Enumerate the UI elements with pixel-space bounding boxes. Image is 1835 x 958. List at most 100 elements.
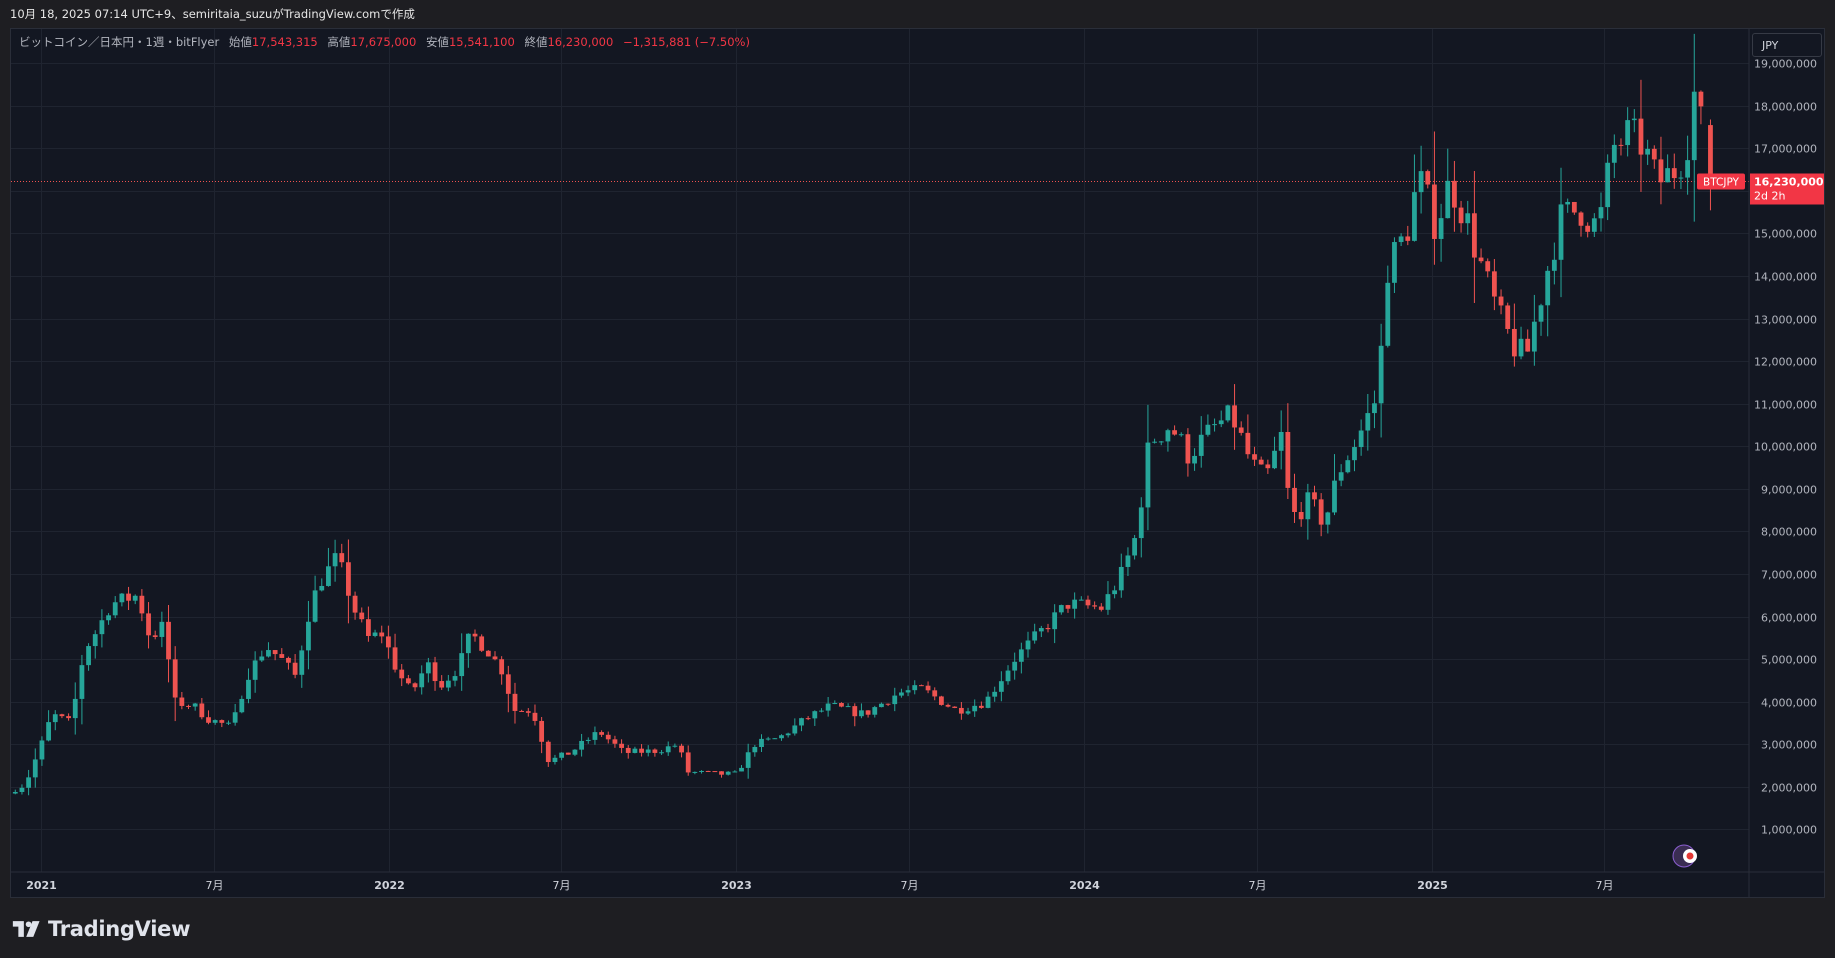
- candle-body: [246, 679, 251, 699]
- candle-body: [1385, 282, 1391, 346]
- candle-body: [352, 595, 358, 613]
- candle-body: [1625, 120, 1631, 146]
- candle-body: [279, 654, 285, 658]
- candle-body: [978, 705, 984, 708]
- candle-body: [1378, 345, 1384, 404]
- candle-body: [1232, 405, 1237, 428]
- candle-body: [299, 650, 305, 675]
- candle-body: [126, 593, 131, 601]
- candle-body: [759, 738, 764, 748]
- candle-body: [532, 712, 538, 721]
- price-axis-label: 7,000,000: [1761, 569, 1817, 582]
- candle-body: [845, 706, 851, 708]
- brand-name: TradingView: [48, 917, 191, 941]
- candle-body: [1685, 160, 1691, 178]
- legend-open-label: 始値: [228, 35, 252, 49]
- candle-body: [565, 752, 571, 755]
- candle-body: [159, 621, 165, 637]
- legend-open-value: 17,543,315: [251, 35, 318, 49]
- candle-body: [1458, 207, 1464, 224]
- candle-body: [319, 585, 325, 591]
- price-tag-value: 16,230,000: [1754, 176, 1824, 189]
- price-chart[interactable]: 2021 7月 2022 7月 2023 7月 2024 7月 2025 7月 1,000,000…: [11, 29, 1824, 897]
- price-axis-label: 12,000,000: [1754, 356, 1817, 369]
- price-axis-label: 3,000,000: [1761, 739, 1817, 752]
- candle-body: [346, 562, 351, 596]
- candle-body: [645, 749, 651, 753]
- chart-caption: 10月 18, 2025 07:14 UTC+9、semiritaia_suzu…: [10, 7, 415, 21]
- candle-body: [46, 722, 51, 741]
- candle-body: [286, 657, 291, 663]
- candle-body: [1178, 434, 1184, 436]
- candle-body: [1418, 171, 1424, 193]
- candle-body: [772, 738, 778, 740]
- candle-body: [132, 595, 138, 601]
- brand-logo[interactable]: TradingView: [12, 914, 190, 944]
- candle-body: [725, 771, 731, 775]
- grid-lines: [11, 29, 1749, 872]
- candle-body: [439, 681, 445, 688]
- candle-body: [99, 620, 105, 635]
- candle-body: [226, 722, 231, 724]
- candle-body: [1118, 566, 1124, 591]
- candle-body: [1531, 321, 1537, 352]
- candle-body: [1392, 242, 1397, 283]
- legend-low-value: 15,541,100: [448, 35, 515, 49]
- legend-low-label: 安値: [425, 35, 449, 49]
- candle-body: [1708, 125, 1713, 181]
- candle-body: [1185, 434, 1191, 464]
- candle-body: [1425, 171, 1431, 185]
- candle-body: [1432, 184, 1437, 239]
- candle-body: [825, 703, 831, 711]
- candle-body: [12, 791, 18, 794]
- symbol-tag[interactable]: [1697, 173, 1745, 190]
- candle-body: [712, 771, 718, 773]
- candle-body: [479, 636, 485, 651]
- candle-body: [639, 748, 644, 753]
- candle-body: [1192, 455, 1197, 464]
- candle-body: [1645, 148, 1651, 155]
- candle-body: [485, 650, 491, 657]
- candle-body: [79, 665, 85, 699]
- candle-body: [1671, 168, 1677, 179]
- candle-body: [579, 740, 585, 750]
- candle-body: [652, 749, 658, 753]
- candle-body: [172, 659, 178, 698]
- candle-body: [1485, 261, 1491, 272]
- candle-body: [1278, 431, 1284, 451]
- candle-body: [399, 669, 405, 679]
- candle-body: [839, 703, 844, 707]
- candle-body: [1078, 599, 1084, 601]
- price-axis: 1,000,000 2,000,000 3,000,000 4,000,000 5,00…: [1748, 29, 1817, 897]
- candle-body: [792, 725, 798, 734]
- legend-high-value: 17,675,000: [350, 35, 417, 49]
- candle-body: [499, 659, 505, 675]
- candle-body: [259, 656, 265, 661]
- candle-body: [619, 743, 624, 748]
- candle-body: [1538, 305, 1544, 322]
- candle-body: [585, 739, 591, 741]
- candle-body: [252, 660, 258, 680]
- price-tag-countdown: 2d 2h: [1754, 190, 1785, 203]
- price-axis-label: 17,000,000: [1754, 143, 1817, 156]
- candle-body: [1265, 464, 1271, 469]
- candle-body: [1165, 430, 1171, 442]
- candle-body: [1052, 612, 1058, 630]
- candle-body: [192, 703, 198, 707]
- price-tag[interactable]: [1750, 173, 1824, 205]
- candle-body: [965, 711, 971, 714]
- candle-body: [66, 716, 71, 719]
- candle-body: [1358, 430, 1364, 448]
- candle-body: [1658, 159, 1664, 183]
- chart-panel[interactable]: 2021 7月 2022 7月 2023 7月 2024 7月 2025 7月 1,000,000…: [10, 28, 1825, 898]
- timezone-icon[interactable]: [1672, 844, 1697, 868]
- candle-body: [1498, 296, 1504, 306]
- symbol-tag-label: BTCJPY: [1703, 177, 1740, 189]
- candle-body: [679, 745, 684, 753]
- candle-body: [505, 674, 511, 694]
- candle-body: [1478, 257, 1484, 262]
- legend-symbol[interactable]: ビットコイン／日本円・1週・bitFlyer: [19, 35, 220, 49]
- currency-selector[interactable]: JPY: [1752, 33, 1822, 57]
- candle-body: [719, 771, 724, 775]
